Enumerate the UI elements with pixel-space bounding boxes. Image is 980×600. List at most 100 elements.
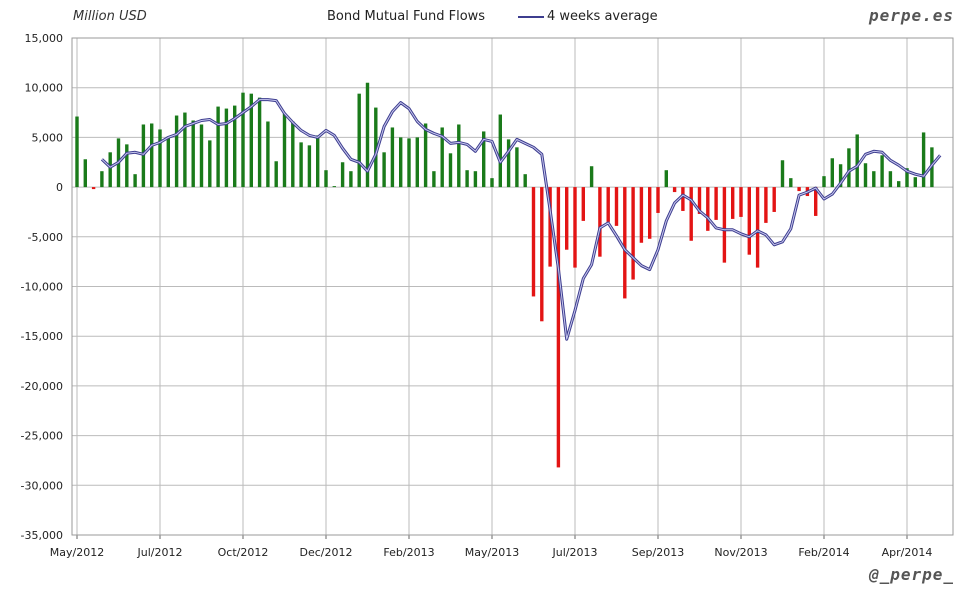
flow-bar: [241, 92, 245, 188]
flow-bar: [291, 121, 295, 188]
x-tick-label: May/2013: [465, 546, 519, 559]
flow-bar: [880, 155, 884, 188]
brand-watermark-top: perpe.es: [868, 6, 954, 25]
legend-label: 4 weeks average: [547, 9, 658, 24]
flow-bar: [506, 139, 511, 188]
x-tick-label: May/2012: [50, 546, 104, 559]
flow-bar: [656, 187, 660, 213]
flow-bar: [340, 162, 345, 188]
flow-bar: [764, 187, 768, 223]
flow-bar: [257, 97, 262, 188]
y-tick-label: -20,000: [21, 380, 63, 393]
flow-bar: [282, 113, 287, 188]
flow-bar: [498, 114, 502, 188]
flow-bar: [125, 144, 129, 188]
flow-bar: [664, 170, 668, 188]
flow-bar: [208, 140, 212, 188]
flow-bar: [780, 160, 785, 188]
chart-title: Bond Mutual Fund Flows: [327, 9, 486, 24]
flow-bar: [789, 178, 793, 188]
legend-line-swatch: [518, 15, 544, 18]
flow-bar: [390, 127, 395, 188]
x-tick-label: Jul/2012: [137, 546, 183, 559]
flow-bar: [133, 174, 137, 188]
flow-bar: [598, 187, 602, 257]
flow-bar: [573, 187, 577, 268]
flow-bar: [349, 171, 353, 188]
y-tick-label: 15,000: [25, 32, 64, 45]
y-tick-label: -15,000: [21, 330, 63, 343]
y-tick-label: -35,000: [21, 529, 63, 542]
flow-bar: [249, 93, 253, 188]
flow-bar: [274, 161, 278, 188]
flow-bar: [888, 171, 893, 188]
flow-bar: [921, 132, 926, 188]
flow-bar: [623, 187, 627, 299]
flow-bar: [332, 186, 336, 188]
flow-bar: [714, 187, 718, 220]
flow-bar: [174, 115, 179, 188]
flow-bar: [216, 106, 220, 188]
x-tick-label: Feb/2013: [383, 546, 434, 559]
flow-bar: [772, 187, 776, 212]
flow-bar: [747, 187, 751, 255]
flow-bar: [465, 170, 469, 188]
flow-bar: [324, 170, 328, 188]
flow-bar: [307, 145, 312, 188]
legend: 4 weeks average: [518, 9, 658, 24]
y-tick-label: -25,000: [21, 430, 63, 443]
flow-bar: [681, 187, 685, 211]
y-unit-label: Million USD: [73, 9, 147, 24]
flow-bar: [548, 187, 552, 267]
flow-bar: [706, 187, 710, 231]
flow-bar: [639, 187, 644, 243]
flow-bar: [432, 171, 436, 188]
flow-bar: [531, 187, 536, 297]
flow-bar: [166, 136, 170, 188]
flow-bar: [515, 147, 519, 188]
flow-bar: [457, 124, 461, 188]
flow-bar: [855, 134, 859, 188]
flow-bar: [556, 187, 561, 468]
flow-bar: [415, 137, 419, 188]
flow-bar: [100, 171, 104, 188]
flow-bar: [75, 116, 79, 188]
flow-bar: [606, 187, 610, 222]
flow-bar: [224, 108, 229, 188]
flow-bar: [233, 105, 237, 188]
flow-bar: [91, 187, 96, 190]
flow-bar: [191, 120, 195, 188]
flow-bar: [913, 177, 917, 188]
flow-bar: [183, 112, 187, 188]
y-tick-label: 10,000: [25, 82, 64, 95]
flow-bar: [316, 135, 320, 188]
y-tick-label: -30,000: [21, 479, 63, 492]
x-tick-label: Oct/2012: [218, 546, 269, 559]
x-tick-label: Jul/2013: [552, 546, 598, 559]
brand-watermark-bottom: @_perpe_: [868, 565, 954, 584]
flow-bar: [482, 131, 486, 188]
flow-bar: [407, 138, 411, 188]
flow-bar: [523, 174, 527, 188]
flow-bar: [648, 187, 652, 239]
flow-bar: [830, 158, 834, 188]
flow-bar: [847, 148, 851, 188]
flow-bar: [266, 121, 270, 188]
flow-bar: [565, 187, 569, 250]
flow-bar: [722, 187, 727, 263]
flow-bar: [814, 187, 818, 216]
flow-bar: [697, 187, 702, 214]
flow-bar: [83, 159, 87, 188]
flow-bar: [357, 93, 361, 188]
flow-bar: [689, 187, 693, 241]
x-tick-label: Sep/2013: [632, 546, 684, 559]
y-tick-label: 5,000: [32, 131, 64, 144]
y-tick-label: -10,000: [21, 281, 63, 294]
flow-bar: [581, 187, 585, 221]
flow-bar: [365, 82, 370, 188]
flow-bar: [731, 187, 735, 219]
flow-bar: [589, 166, 594, 188]
flow-bar: [797, 187, 801, 192]
